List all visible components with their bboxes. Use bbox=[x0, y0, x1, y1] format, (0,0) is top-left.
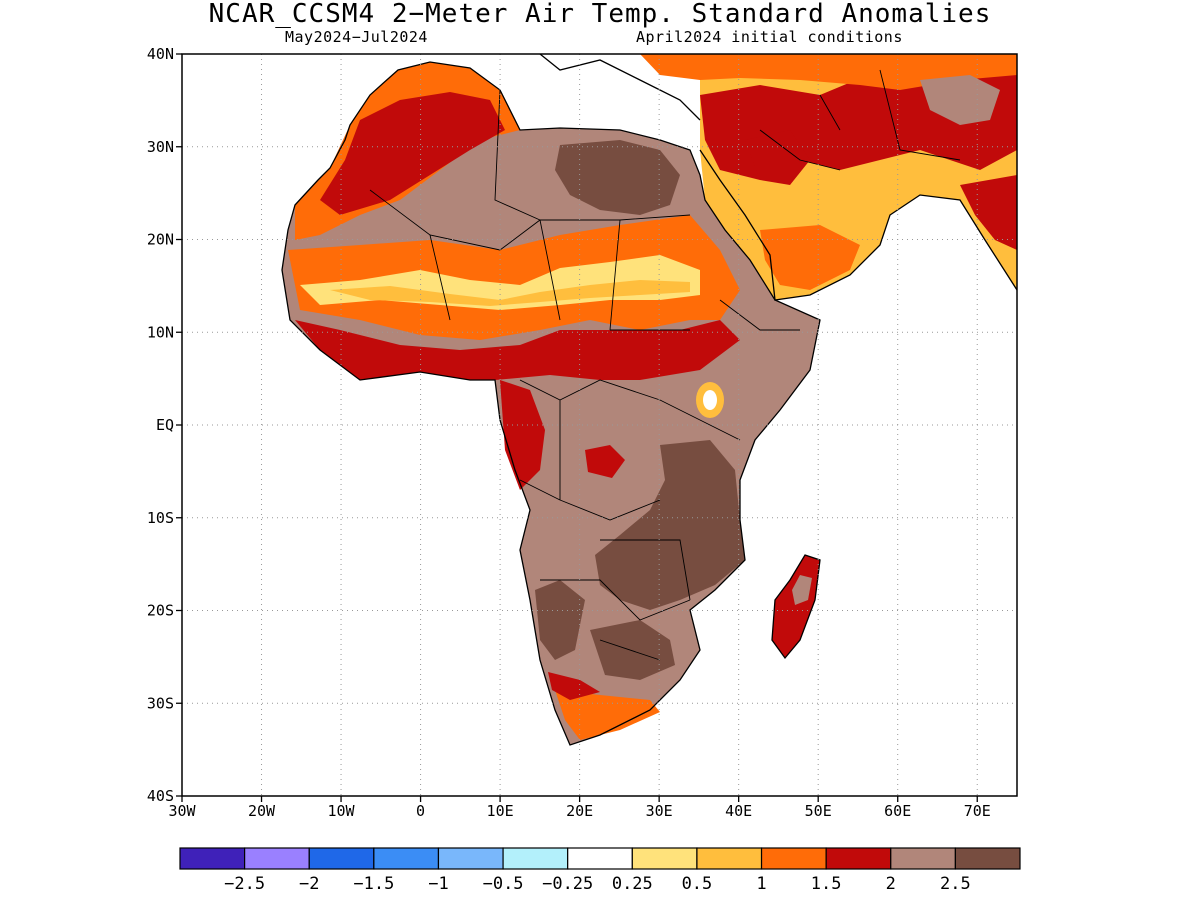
longitude-axis: 30W 20W 10W 0 10E 20E 30E 40E 50E 60E 70E bbox=[168, 796, 991, 820]
lon-tick-label: 30W bbox=[168, 802, 196, 820]
colorbar-label: −0.5 bbox=[483, 874, 524, 894]
colorbar-label: 2 bbox=[886, 874, 896, 894]
lat-tick-label: 40S bbox=[147, 787, 174, 805]
south-africa-dark bbox=[590, 620, 675, 680]
colorbar-swatch bbox=[502, 847, 569, 870]
arabia-coastline bbox=[699, 149, 1017, 301]
madagascar-brown bbox=[792, 575, 812, 605]
lat-tick-label: 30N bbox=[147, 138, 174, 156]
colorbar-label: −1.5 bbox=[353, 874, 394, 894]
lat-tick-label: 10S bbox=[147, 509, 174, 527]
colorbar-label: −1 bbox=[428, 874, 448, 894]
sahel-warm bbox=[288, 215, 740, 340]
colorbar-swatch bbox=[890, 847, 956, 870]
colorbar-swatch bbox=[696, 847, 763, 870]
lat-tick-label: 20N bbox=[147, 231, 174, 249]
colorbar-label: 2.5 bbox=[940, 874, 971, 894]
arabia-red-patch bbox=[745, 130, 810, 185]
colorbar-swatch bbox=[437, 847, 504, 870]
arabia-orange bbox=[760, 225, 860, 290]
lon-tick-label: 0 bbox=[416, 802, 425, 820]
pakistan-red bbox=[960, 175, 1017, 250]
guinea-coast-red bbox=[295, 320, 740, 380]
lon-tick-label: 30E bbox=[646, 802, 673, 820]
colorbar-label: 0.5 bbox=[682, 874, 713, 894]
colorbar-label: −2 bbox=[299, 874, 319, 894]
central-red-spot bbox=[585, 445, 625, 478]
lon-tick-label: 70E bbox=[964, 802, 991, 820]
east-africa-dark bbox=[595, 440, 745, 610]
lat-tick-label: EQ bbox=[156, 416, 174, 434]
colorbar-swatch bbox=[373, 847, 440, 870]
lon-tick-label: 60E bbox=[884, 802, 911, 820]
lon-tick-label: 20W bbox=[248, 802, 276, 820]
chart-title: NCAR_CCSM4 2−Meter Air Temp. Standard An… bbox=[208, 0, 992, 29]
colorbar-label: −0.25 bbox=[542, 874, 593, 894]
mediterranean-coast bbox=[539, 54, 701, 121]
colorbar-swatch bbox=[567, 847, 633, 870]
congo-red bbox=[500, 380, 545, 490]
colorbar-swatch bbox=[825, 847, 892, 870]
cape-warm bbox=[555, 690, 660, 740]
anomaly-field bbox=[282, 54, 1017, 745]
lat-tick-label: 30S bbox=[147, 694, 174, 712]
colorbar-swatch bbox=[244, 847, 310, 870]
africa-coastline bbox=[281, 61, 821, 746]
iran-brown bbox=[920, 75, 1000, 125]
madagascar-coastline bbox=[771, 554, 821, 660]
lon-tick-label: 20E bbox=[566, 802, 593, 820]
colorbar-swatch bbox=[954, 847, 1021, 870]
gridlines bbox=[182, 54, 1017, 796]
sahel-orange-core bbox=[330, 280, 690, 306]
lat-tick-label: 40N bbox=[147, 45, 174, 63]
cape-red bbox=[548, 672, 600, 700]
lake-victoria bbox=[703, 390, 717, 410]
colorbar-swatch bbox=[179, 847, 246, 870]
lon-tick-label: 10E bbox=[487, 802, 514, 820]
colorbar-swatch bbox=[631, 847, 698, 870]
lon-tick-label: 50E bbox=[805, 802, 832, 820]
lat-tick-label: 10N bbox=[147, 323, 174, 341]
sahara-central-dark bbox=[555, 140, 680, 215]
colorbar: −2.5 −2 −1.5 −1 −0.5 −0.25 0.25 0.5 1 1.5 2 2.5 bbox=[179, 847, 1021, 894]
colorbar-swatch bbox=[308, 847, 375, 870]
colorbar-label: 1 bbox=[756, 874, 766, 894]
latitude-axis: 40N 30N 20N 10N EQ 10S 20S 30S 40S bbox=[147, 45, 182, 805]
lat-tick-label: 20S bbox=[147, 602, 174, 620]
colorbar-swatch bbox=[760, 847, 827, 870]
colorbar-label: 0.25 bbox=[612, 874, 653, 894]
forecast-period: May2024−Jul2024 bbox=[285, 28, 428, 46]
initial-conditions: April2024 initial conditions bbox=[636, 28, 903, 46]
sahara-north-red bbox=[320, 92, 505, 215]
colorbar-label: 1.5 bbox=[811, 874, 842, 894]
lon-tick-label: 10W bbox=[328, 802, 356, 820]
southwest-dark bbox=[535, 580, 585, 660]
lon-tick-label: 40E bbox=[725, 802, 752, 820]
colorbar-label: −2.5 bbox=[224, 874, 265, 894]
